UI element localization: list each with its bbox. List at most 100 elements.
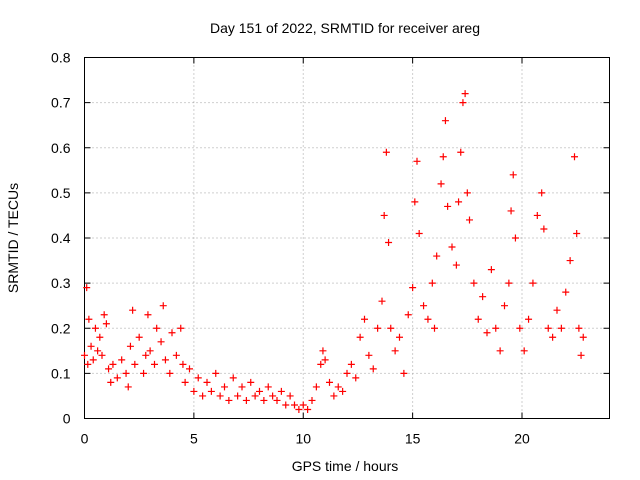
data-point <box>299 401 307 409</box>
data-point <box>463 189 471 197</box>
y-tick-label: 0.5 <box>51 185 71 201</box>
data-point <box>126 342 134 350</box>
data-point <box>308 396 316 404</box>
y-axis-label: SRMTID / TECUs <box>5 183 21 293</box>
data-point <box>533 211 541 219</box>
x-tick-label: 20 <box>514 431 530 447</box>
data-point <box>470 279 478 287</box>
x-tick-label: 10 <box>295 431 311 447</box>
data-point <box>229 374 237 382</box>
data-point <box>319 347 327 355</box>
data-point <box>94 347 102 355</box>
data-point <box>221 383 228 391</box>
data-point <box>459 99 467 107</box>
x-axis-label: GPS time / hours <box>292 458 399 474</box>
data-point <box>334 383 342 391</box>
data-point <box>466 216 473 224</box>
data-point <box>382 148 390 156</box>
data-point <box>179 360 187 368</box>
data-point <box>361 315 368 323</box>
y-tick-label: 0.1 <box>51 365 71 381</box>
data-point <box>91 324 99 332</box>
data-point <box>109 360 117 368</box>
data-point <box>409 284 417 292</box>
data-point <box>286 392 294 400</box>
data-point <box>212 369 220 377</box>
data-point <box>374 324 382 332</box>
data-point <box>81 351 88 359</box>
data-point <box>242 396 250 404</box>
data-point <box>269 392 277 400</box>
data-point <box>579 333 587 341</box>
data-point <box>509 171 517 179</box>
data-point <box>566 257 574 265</box>
data-point <box>420 302 428 310</box>
data-point <box>194 374 202 382</box>
data-point <box>347 360 355 368</box>
data-point <box>553 306 561 314</box>
data-point <box>492 324 500 332</box>
data-point <box>100 311 108 319</box>
data-point <box>216 392 224 400</box>
grid <box>84 57 610 419</box>
data-point <box>404 311 412 319</box>
data-point <box>87 342 95 350</box>
data-point <box>84 360 92 368</box>
data-point <box>102 320 110 328</box>
data-point <box>424 315 432 323</box>
data-point <box>448 243 456 251</box>
data-point <box>207 387 215 395</box>
data-point <box>113 374 121 382</box>
data-point <box>437 180 445 188</box>
data-point <box>89 356 97 364</box>
data-point <box>144 311 152 319</box>
y-tick-label: 0.7 <box>51 95 71 111</box>
data-point <box>378 297 386 305</box>
data-point <box>352 374 360 382</box>
data-point <box>282 401 290 409</box>
data-point <box>400 369 408 377</box>
data-point <box>135 333 143 341</box>
data-point <box>428 279 436 287</box>
data-point <box>501 302 508 310</box>
data-point <box>264 383 272 391</box>
data-point <box>577 351 585 359</box>
y-tick-label: 0.8 <box>51 50 71 66</box>
data-point <box>507 207 515 215</box>
data-point <box>479 293 487 301</box>
data-point <box>496 347 504 355</box>
data-point <box>140 369 148 377</box>
data-point <box>251 392 259 400</box>
data-point <box>234 392 242 400</box>
data-point <box>177 324 185 332</box>
data-point <box>339 387 347 395</box>
data-point <box>516 324 524 332</box>
data-point <box>380 211 388 219</box>
data-point <box>452 261 460 269</box>
data-point <box>571 153 578 161</box>
data-point <box>391 347 399 355</box>
data-point <box>431 324 438 332</box>
data-point <box>199 392 207 400</box>
data-point <box>225 396 233 404</box>
data-point <box>433 252 441 260</box>
data-point <box>441 117 449 125</box>
data-point <box>444 202 452 210</box>
data-point <box>538 189 546 197</box>
data-point <box>557 324 565 332</box>
data-point <box>83 284 91 292</box>
chart-title: Day 151 of 2022, SRMTID for receiver are… <box>210 20 480 36</box>
data-point <box>151 360 158 368</box>
data-point <box>369 365 377 373</box>
data-point <box>549 333 557 341</box>
data-point <box>575 324 583 332</box>
data-point <box>520 347 528 355</box>
data-point <box>159 302 167 310</box>
data-point <box>573 229 581 237</box>
data-point <box>474 315 482 323</box>
data-point <box>142 351 150 359</box>
data-point <box>157 338 165 346</box>
data-point <box>487 266 495 274</box>
data-point <box>98 351 106 359</box>
data-point <box>411 198 419 206</box>
